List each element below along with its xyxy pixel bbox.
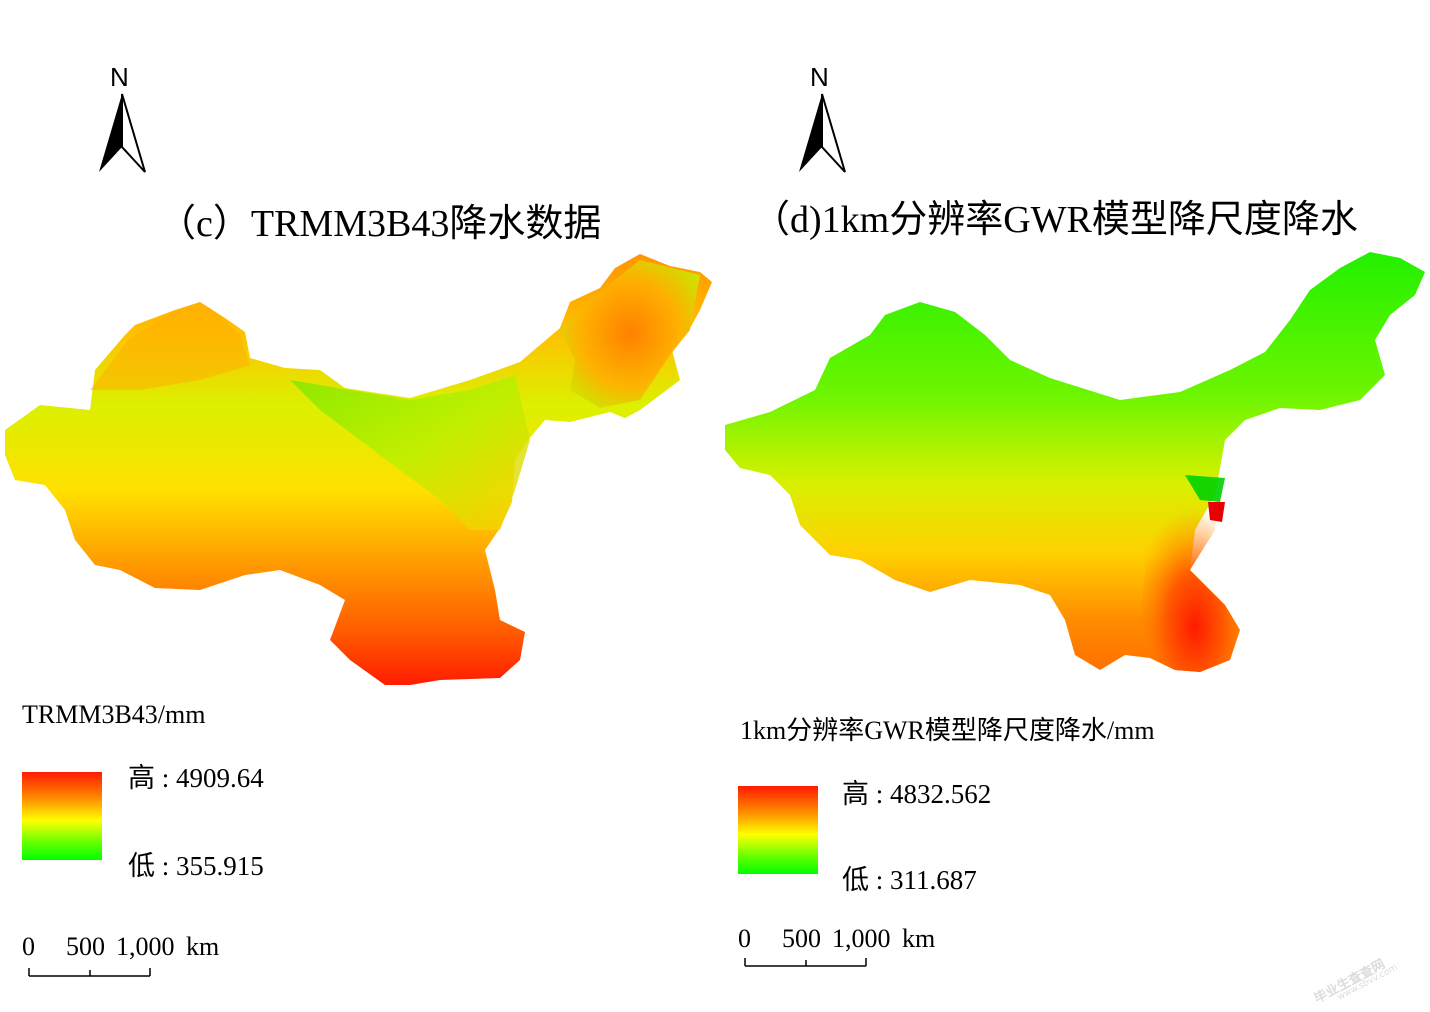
scale-c-bar (28, 968, 151, 977)
region-d-coastal-low (1185, 475, 1225, 502)
legend-d-high-label: 高 : 4832.562 (842, 779, 992, 809)
scale-c-label-1000: 1,000 (116, 932, 175, 961)
legend-d-color-ramp (738, 786, 818, 874)
map-c-precipitation (5, 254, 712, 685)
scale-d-label-km: km (902, 924, 936, 953)
region-c-northeast-band (290, 375, 530, 530)
scale-d-label-0: 0 (738, 924, 751, 953)
scale-c-label-0: 0 (22, 932, 35, 961)
scale-d-label-500: 500 (782, 924, 821, 953)
north-arrow-icon (799, 93, 846, 173)
panel-d-title: （d)1km分辨率GWR模型降尺度降水 (752, 199, 1358, 241)
map-d-downscaled-precipitation (725, 252, 1425, 672)
north-arrow-icon (99, 93, 146, 173)
scale-d-label-1000: 1,000 (832, 924, 891, 953)
scale-c-label-km: km (186, 932, 220, 961)
legend-c-low-label: 低 : 355.915 (128, 851, 264, 881)
panel-c-title: （c）TRMM3B43降水数据 (158, 203, 602, 245)
scale-d-bar (744, 958, 867, 967)
region-d-outline (725, 252, 1425, 672)
north-arrow-label-d: N (810, 62, 829, 92)
legend-c-color-ramp (22, 772, 102, 860)
legend-c-high-label: 高 : 4909.64 (128, 763, 264, 793)
north-arrow-label-c: N (110, 62, 129, 92)
region-d-coastal-high (1208, 502, 1225, 522)
region-c-northwest (90, 308, 250, 390)
legend-d-low-label: 低 : 311.687 (842, 865, 977, 895)
region-c-northeast-high (560, 260, 700, 408)
scale-c-label-500: 500 (66, 932, 105, 961)
legend-c-title: TRMM3B43/mm (22, 700, 206, 729)
legend-d-title: 1km分辨率GWR模型降尺度降水/mm (740, 716, 1155, 745)
region-d-southeast-high (1140, 490, 1240, 672)
